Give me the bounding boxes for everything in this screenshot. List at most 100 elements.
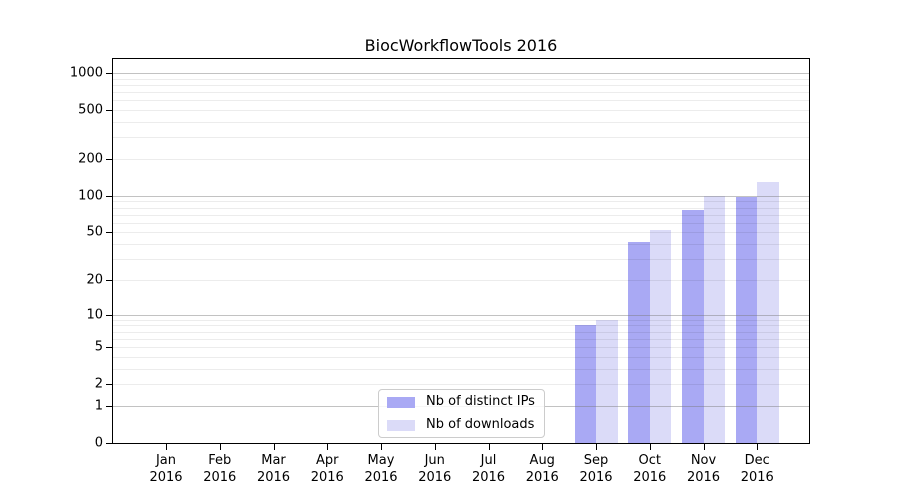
- gridline-minor-8: [113, 325, 809, 326]
- gridline-minor-5: [113, 347, 809, 348]
- x-tick-year: 2016: [633, 470, 667, 485]
- gridline-minor-3: [113, 369, 809, 370]
- y-tick-label-2: 2: [94, 376, 103, 392]
- x-tick-year: 2016: [310, 470, 344, 485]
- x-tick-mark-jul: [489, 444, 490, 450]
- legend-label-distinct-ips: Nb of distinct IPs: [426, 394, 535, 409]
- bar-nov-downloads: [703, 195, 725, 443]
- x-tick-year: 2016: [364, 470, 398, 485]
- x-tick-mark-sep: [596, 444, 597, 450]
- y-tick-mark-0: [106, 443, 112, 444]
- bar-nov-distinct-ips: [682, 210, 704, 443]
- y-tick-label-1: 1: [94, 398, 103, 414]
- y-tick-mark-10: [106, 315, 112, 316]
- plot-area: [112, 58, 810, 444]
- x-tick-mark-apr: [327, 444, 328, 450]
- gridline-minor-2: [113, 384, 809, 385]
- gridline-minor-500: [113, 110, 809, 111]
- gridline-minor-4: [113, 357, 809, 358]
- x-tick-month: Oct: [638, 453, 661, 468]
- x-tick-label-aug: Aug 2016: [526, 452, 559, 486]
- y-tick-label-5: 5: [94, 339, 103, 355]
- x-tick-label-dec: Dec 2016: [741, 452, 774, 486]
- y-tick-mark-2: [106, 384, 112, 385]
- gridline-minor-90: [113, 201, 809, 202]
- legend: Nb of distinct IPs Nb of downloads: [378, 389, 545, 438]
- x-tick-month: Dec: [744, 453, 770, 468]
- x-tick-year: 2016: [256, 470, 291, 485]
- x-tick-label-apr: Apr 2016: [311, 452, 344, 486]
- x-tick-mark-nov: [704, 444, 705, 450]
- gridline-minor-700: [113, 92, 809, 93]
- x-tick-label-jun: Jun 2016: [418, 452, 451, 486]
- gridline-minor-800: [113, 85, 809, 86]
- gridline-minor-9: [113, 320, 809, 321]
- x-tick-mark-dec: [757, 444, 758, 450]
- gridline-minor-300: [113, 137, 809, 138]
- gridline-minor-200: [113, 159, 809, 160]
- y-tick-label-100: 100: [78, 188, 103, 204]
- x-tick-year: 2016: [686, 470, 721, 485]
- y-tick-label-10: 10: [86, 307, 103, 323]
- x-tick-mark-may: [381, 444, 382, 450]
- gridline-minor-30: [113, 259, 809, 260]
- y-tick-mark-50: [106, 232, 112, 233]
- gridline-minor-20: [113, 280, 809, 281]
- legend-item-distinct-ips: Nb of distinct IPs: [387, 395, 544, 409]
- x-tick-month: Apr: [316, 453, 339, 468]
- x-tick-year: 2016: [418, 470, 452, 485]
- gridline-minor-80: [113, 208, 809, 209]
- y-tick-mark-100: [106, 196, 112, 197]
- legend-swatch-downloads: [387, 419, 415, 431]
- x-tick-mark-aug: [542, 444, 543, 450]
- x-tick-label-oct: Oct 2016: [633, 452, 666, 486]
- gridline-major-1000: [113, 73, 809, 74]
- gridline-minor-400: [113, 122, 809, 123]
- bar-oct-downloads: [649, 230, 672, 443]
- x-tick-month: Mar: [261, 453, 286, 468]
- x-tick-month: Jun: [424, 453, 445, 468]
- gridline-minor-60: [113, 223, 809, 224]
- x-tick-mark-jan: [166, 444, 167, 450]
- x-tick-label-jan: Jan 2016: [149, 452, 182, 486]
- legend-swatch-distinct-ips: [387, 396, 415, 408]
- gridline-minor-6: [113, 339, 809, 340]
- gridline-minor-900: [113, 79, 809, 80]
- x-tick-label-sep: Sep 2016: [579, 452, 612, 486]
- bar-oct-distinct-ips: [628, 241, 650, 443]
- x-tick-month: Jul: [480, 453, 497, 468]
- x-tick-label-feb: Feb 2016: [203, 452, 236, 486]
- gridline-minor-40: [113, 244, 809, 245]
- x-tick-label-may: May 2016: [364, 452, 397, 486]
- gridline-major-100: [113, 196, 809, 197]
- y-tick-label-50: 50: [86, 224, 103, 240]
- bar-sep-downloads: [596, 319, 618, 443]
- x-tick-label-jul: Jul 2016: [472, 452, 505, 486]
- gridline-minor-600: [113, 100, 809, 101]
- x-tick-year: 2016: [471, 470, 506, 485]
- x-tick-mark-oct: [650, 444, 651, 450]
- gridline-major-10: [113, 315, 809, 316]
- x-tick-month: May: [367, 453, 395, 468]
- x-tick-label-nov: Nov 2016: [687, 452, 720, 486]
- x-tick-month: Jan: [155, 453, 177, 468]
- gridline-minor-70: [113, 215, 809, 216]
- y-tick-mark-1000: [106, 73, 112, 74]
- y-tick-label-20: 20: [86, 272, 103, 288]
- chart-title: BiocWorkflowTools 2016: [364, 36, 558, 55]
- legend-label-downloads: Nb of downloads: [426, 417, 535, 432]
- bar-sep-distinct-ips: [574, 325, 596, 443]
- x-tick-year: 2016: [579, 470, 613, 485]
- y-tick-mark-20: [106, 280, 112, 281]
- x-tick-mark-feb: [220, 444, 221, 450]
- x-tick-year: 2016: [203, 470, 237, 485]
- x-tick-year: 2016: [740, 470, 774, 485]
- gridline-minor-50: [113, 232, 809, 233]
- y-tick-label-500: 500: [78, 102, 103, 118]
- y-tick-label-0: 0: [94, 435, 103, 451]
- x-tick-year: 2016: [149, 470, 183, 485]
- x-tick-mark-mar: [274, 444, 275, 450]
- x-tick-month: Feb: [208, 453, 232, 468]
- x-tick-month: Sep: [583, 453, 609, 468]
